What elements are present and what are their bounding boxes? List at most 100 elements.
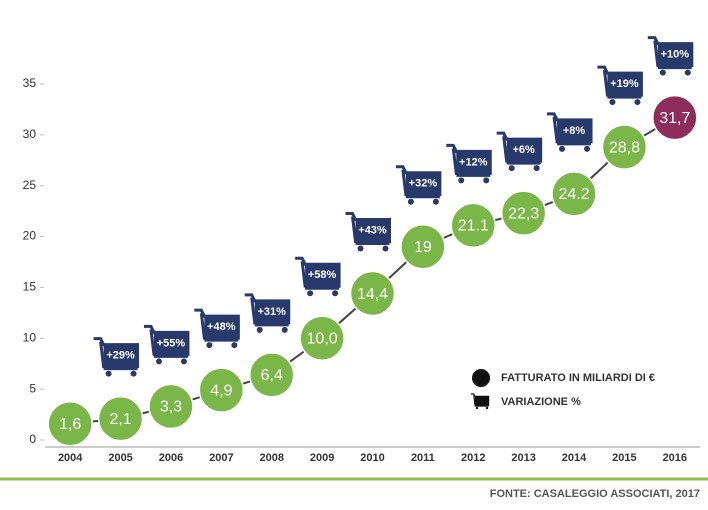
cart-wheel: [432, 198, 439, 205]
cart-basket: [506, 139, 541, 162]
cart-basket: [305, 264, 340, 287]
value-point: [551, 171, 597, 217]
variation-cart: +12%: [446, 143, 492, 184]
variation-cart: +31%: [244, 293, 291, 333]
legend-label: FATTURATO IN MILIARDI DI €: [501, 372, 655, 384]
variation-cart: +48%: [194, 308, 240, 349]
value-label: 4,9: [210, 382, 232, 399]
cart-wheel: [584, 145, 591, 152]
variation-cart: +8%: [547, 112, 593, 152]
value-point: [349, 270, 396, 317]
variation-label: +31%: [258, 306, 287, 318]
cart-wheel: [206, 342, 213, 349]
cart-basket: [153, 332, 188, 355]
cart-wheel: [533, 165, 540, 172]
value-label: 28,8: [609, 139, 640, 156]
variation-label: +55%: [157, 337, 186, 349]
cart-basket: [103, 344, 138, 367]
variation-label: +12%: [459, 156, 488, 168]
value-label: 1,6: [59, 416, 81, 433]
y-tick-label: 20: [23, 229, 37, 243]
x-tick-label: 2006: [159, 452, 183, 464]
cart-basket: [405, 172, 440, 195]
cart-wheel: [155, 358, 162, 365]
cart-basket: [456, 151, 491, 174]
variation-label: +43%: [358, 224, 387, 236]
x-tick-label: 2012: [461, 452, 485, 464]
cart-basket: [204, 316, 239, 339]
value-label: 10,0: [307, 331, 338, 348]
cart-wheel: [130, 370, 137, 377]
x-tick-label: 2007: [209, 452, 233, 464]
x-tick-label: 2005: [108, 452, 132, 464]
value-label: 21.1: [458, 218, 489, 235]
value-label: 3,3: [160, 399, 182, 416]
x-tick-label: 2004: [58, 452, 83, 464]
legend-label: VARIAZIONE %: [501, 396, 581, 408]
variation-label: +32%: [409, 178, 438, 190]
variation-label: +48%: [207, 321, 236, 333]
cart-wheel: [609, 99, 616, 106]
value-label: 24.2: [558, 186, 589, 203]
cart-wheel: [684, 69, 691, 76]
variation-label: +8%: [563, 125, 586, 137]
value-label: 22,3: [508, 205, 539, 222]
cart-body: [471, 393, 490, 407]
cart-basket: [475, 396, 489, 406]
variation-cart: +19%: [597, 65, 643, 106]
variation-cart: +32%: [395, 165, 442, 205]
value-point: [299, 315, 345, 362]
cart-body: [547, 112, 593, 146]
cart-wheel: [634, 99, 641, 106]
cart-basket: [355, 219, 390, 242]
cart-wheel: [475, 406, 479, 410]
value-label: 14,4: [357, 286, 388, 303]
cart-wheel: [382, 245, 389, 252]
cart-wheel: [180, 358, 187, 365]
value-label: 6,4: [261, 367, 283, 384]
cart-wheel: [483, 177, 490, 184]
y-tick-label: 30: [23, 127, 37, 141]
x-tick-label: 2008: [259, 452, 283, 464]
value-point: [97, 395, 144, 442]
cart-wheel: [281, 326, 288, 333]
cart-wheel: [407, 198, 414, 205]
legend-swatch: [472, 369, 490, 387]
cart-wheel: [485, 406, 489, 410]
y-tick-label: 10: [23, 330, 37, 344]
cart-wheel: [458, 177, 465, 184]
y-tick-label: 25: [23, 178, 37, 192]
value-point: [500, 190, 547, 236]
cart-wheel: [508, 165, 515, 172]
variation-cart: +29%: [93, 337, 140, 377]
x-tick-label: 2015: [612, 452, 636, 464]
variation-cart: +58%: [295, 256, 341, 297]
value-point: [47, 400, 93, 447]
cart-wheel: [332, 290, 339, 297]
y-tick-label: 35: [23, 76, 37, 90]
variation-label: +29%: [106, 350, 135, 362]
cart-basket: [254, 300, 289, 323]
cart-wheel: [307, 290, 314, 297]
value-point: [148, 383, 194, 430]
x-tick-label: 2014: [562, 452, 587, 464]
variation-label: +6%: [512, 144, 535, 156]
value-point: [248, 352, 295, 398]
cart-wheel: [231, 342, 238, 349]
y-tick-label: 0: [29, 432, 36, 446]
cart-wheel: [559, 145, 566, 152]
x-tick-label: 2009: [310, 452, 334, 464]
cart-body: [395, 165, 442, 199]
value-label: 31,7: [659, 110, 690, 127]
value-label: 19: [414, 239, 432, 256]
value-point: [400, 223, 446, 270]
variation-cart: +43%: [345, 212, 391, 252]
value-point: [652, 94, 698, 141]
x-tick-label: 2013: [511, 452, 535, 464]
cart-basket: [557, 119, 592, 142]
value-point: [601, 124, 648, 170]
cart-wheel: [256, 326, 263, 333]
value-label: 2,1: [109, 411, 131, 428]
variation-label: +10%: [661, 48, 690, 60]
